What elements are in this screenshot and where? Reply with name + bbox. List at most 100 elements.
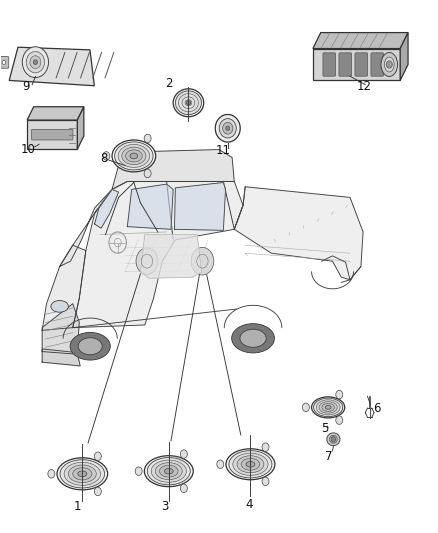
- Ellipse shape: [57, 458, 108, 490]
- Text: 12: 12: [357, 80, 371, 93]
- Ellipse shape: [176, 91, 201, 115]
- Circle shape: [144, 169, 151, 177]
- Text: 8: 8: [100, 152, 108, 165]
- Ellipse shape: [130, 153, 138, 159]
- FancyBboxPatch shape: [323, 53, 336, 76]
- Polygon shape: [400, 33, 408, 80]
- Ellipse shape: [246, 462, 255, 467]
- Circle shape: [386, 61, 392, 68]
- Circle shape: [2, 60, 6, 64]
- Circle shape: [302, 403, 309, 411]
- Ellipse shape: [68, 465, 96, 483]
- Text: 3: 3: [161, 500, 168, 513]
- Circle shape: [336, 390, 343, 399]
- Circle shape: [180, 450, 187, 458]
- FancyBboxPatch shape: [339, 53, 352, 76]
- Polygon shape: [73, 181, 243, 328]
- Ellipse shape: [381, 53, 398, 76]
- Ellipse shape: [385, 57, 394, 72]
- Polygon shape: [42, 349, 80, 366]
- Ellipse shape: [173, 89, 204, 117]
- Polygon shape: [313, 49, 400, 80]
- FancyBboxPatch shape: [371, 53, 384, 76]
- Polygon shape: [313, 33, 408, 49]
- Circle shape: [180, 484, 187, 492]
- Ellipse shape: [64, 462, 101, 486]
- Ellipse shape: [60, 460, 105, 488]
- Ellipse shape: [51, 301, 68, 312]
- Ellipse shape: [232, 324, 275, 353]
- Ellipse shape: [186, 101, 191, 105]
- Ellipse shape: [147, 457, 190, 485]
- Text: 7: 7: [325, 450, 333, 463]
- Ellipse shape: [223, 123, 233, 134]
- Polygon shape: [42, 304, 79, 354]
- Text: 11: 11: [216, 144, 231, 157]
- Circle shape: [144, 134, 151, 143]
- Ellipse shape: [155, 463, 182, 480]
- Text: 2: 2: [165, 77, 173, 90]
- Circle shape: [191, 247, 214, 275]
- Ellipse shape: [226, 449, 275, 480]
- Ellipse shape: [233, 453, 268, 475]
- Circle shape: [331, 437, 336, 442]
- Ellipse shape: [314, 398, 343, 417]
- Ellipse shape: [226, 126, 230, 131]
- Circle shape: [336, 416, 343, 424]
- Ellipse shape: [145, 456, 193, 487]
- Ellipse shape: [311, 397, 345, 418]
- Ellipse shape: [164, 469, 173, 474]
- Circle shape: [136, 248, 158, 274]
- FancyBboxPatch shape: [355, 53, 367, 76]
- Ellipse shape: [118, 144, 150, 167]
- Text: 5: 5: [321, 422, 328, 435]
- Ellipse shape: [241, 458, 260, 470]
- Text: 9: 9: [22, 80, 30, 93]
- Polygon shape: [95, 189, 119, 228]
- Ellipse shape: [151, 460, 187, 482]
- Ellipse shape: [115, 142, 153, 170]
- Polygon shape: [42, 245, 86, 330]
- Text: 1: 1: [73, 500, 81, 513]
- Circle shape: [262, 477, 269, 486]
- Polygon shape: [27, 107, 84, 120]
- Ellipse shape: [316, 400, 340, 415]
- Polygon shape: [9, 47, 94, 86]
- Ellipse shape: [319, 401, 337, 413]
- FancyBboxPatch shape: [0, 56, 9, 68]
- Ellipse shape: [33, 60, 38, 64]
- Circle shape: [48, 470, 55, 478]
- Ellipse shape: [22, 47, 49, 78]
- Polygon shape: [27, 120, 78, 149]
- Circle shape: [262, 443, 269, 451]
- Circle shape: [135, 467, 142, 475]
- Polygon shape: [234, 187, 363, 280]
- Ellipse shape: [219, 119, 236, 138]
- FancyBboxPatch shape: [32, 130, 73, 140]
- Ellipse shape: [126, 150, 142, 162]
- Ellipse shape: [329, 435, 337, 443]
- Ellipse shape: [78, 471, 87, 477]
- Ellipse shape: [73, 468, 92, 480]
- Ellipse shape: [215, 115, 240, 142]
- Polygon shape: [60, 189, 112, 266]
- Ellipse shape: [26, 52, 45, 73]
- Ellipse shape: [122, 147, 146, 165]
- Circle shape: [94, 452, 101, 461]
- Polygon shape: [78, 107, 84, 149]
- Ellipse shape: [322, 403, 335, 411]
- Ellipse shape: [78, 338, 102, 355]
- Ellipse shape: [229, 450, 272, 478]
- Ellipse shape: [70, 333, 110, 360]
- Ellipse shape: [240, 329, 266, 348]
- Polygon shape: [174, 182, 226, 230]
- Text: 6: 6: [373, 402, 381, 415]
- Polygon shape: [127, 184, 173, 229]
- Polygon shape: [112, 150, 234, 189]
- Ellipse shape: [327, 433, 340, 446]
- Ellipse shape: [159, 465, 178, 477]
- Ellipse shape: [112, 140, 155, 172]
- Polygon shape: [141, 235, 201, 278]
- Ellipse shape: [30, 56, 41, 69]
- Text: 10: 10: [21, 143, 35, 156]
